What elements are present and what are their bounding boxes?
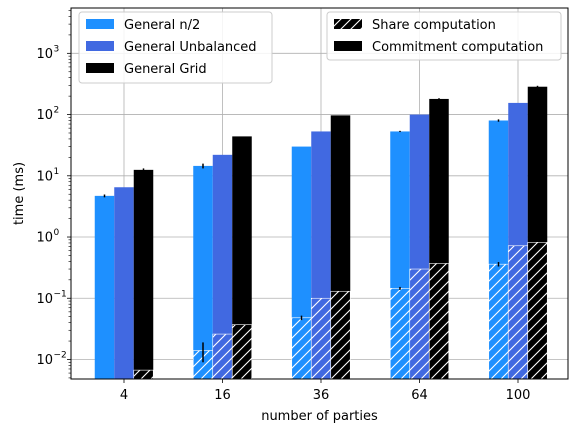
commitment-bar — [114, 187, 134, 379]
legend-swatch-commitment — [334, 41, 362, 51]
x-tick-label: 64 — [411, 388, 428, 403]
y-tick-label: 10 — [36, 231, 53, 246]
commitment-bar — [212, 154, 233, 379]
share-bar — [527, 241, 548, 379]
legend-label-general-grid: General Grid — [124, 62, 207, 77]
y-tick-label-exponent: 0 — [54, 228, 60, 238]
y-tick-label-exponent: 2 — [54, 106, 60, 116]
share-bar — [310, 297, 332, 379]
commitment-bar — [193, 165, 213, 379]
share-bar — [330, 290, 351, 379]
share-bar — [389, 288, 411, 379]
x-axis-label: number of parties — [261, 409, 378, 424]
x-tick-label: 16 — [214, 388, 231, 403]
share-bar — [133, 369, 154, 379]
y-tick-label-exponent: −2 — [54, 350, 67, 360]
y-tick-label-exponent: −1 — [54, 289, 67, 299]
bars — [94, 86, 548, 379]
x-tick-label: 4 — [120, 388, 128, 403]
legend-types: Share computation Commitment computation — [326, 11, 562, 61]
y-tick-label-exponent: 1 — [54, 167, 60, 177]
legend-label-general-n2: General n/2 — [124, 18, 200, 33]
y-tick-label: 10 — [36, 169, 53, 184]
share-bar — [212, 333, 233, 379]
y-tick-label: 10 — [36, 353, 53, 368]
share-bar — [428, 263, 450, 379]
x-tick-label: 100 — [506, 388, 531, 403]
commitment-bar — [232, 136, 252, 379]
legend-swatch-general-n2 — [86, 19, 114, 29]
y-tick-label: 10 — [36, 292, 53, 307]
share-bar — [507, 245, 529, 379]
share-bar — [409, 268, 430, 379]
legend-label-general-unbalanced: General Unbalanced — [124, 40, 257, 55]
error-bars — [103, 85, 539, 363]
commitment-bar — [133, 169, 154, 379]
y-tick-label: 10 — [36, 47, 53, 62]
legend-swatch-general-unbalanced — [86, 41, 114, 51]
share-bar — [231, 324, 253, 379]
legend-label-share: Share computation — [372, 18, 496, 33]
y-axis-label: time (ms) — [12, 162, 27, 225]
x-tick-label: 36 — [313, 388, 330, 403]
y-tick-label-exponent: 3 — [54, 44, 60, 54]
plot-frame — [70, 7, 569, 380]
share-bar — [291, 317, 312, 379]
share-bar — [488, 263, 509, 379]
legend-components: General n/2 General Unbalanced General G… — [78, 11, 273, 84]
y-tick-label: 10 — [36, 108, 53, 123]
legend-swatch-general-grid — [86, 63, 114, 73]
commitment-bar — [94, 195, 115, 379]
x-axis-ticks: 4 16 36 64 100 — [120, 379, 531, 403]
legend-label-commitment: Commitment computation — [372, 40, 543, 55]
